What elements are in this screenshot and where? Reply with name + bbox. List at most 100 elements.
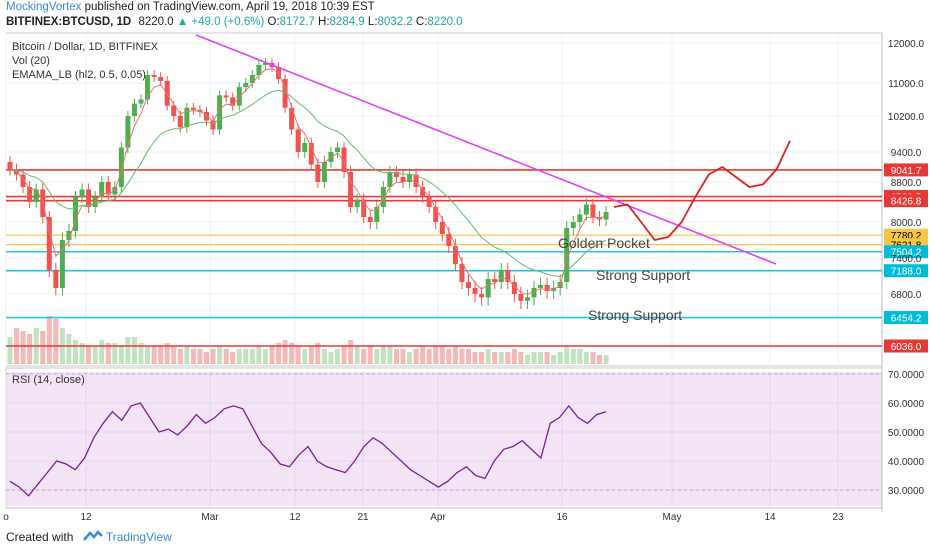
- volume-bar: [426, 349, 432, 364]
- ohlc-close: 8220.0: [427, 16, 463, 28]
- rsi-tick-label: 40.0000: [888, 457, 925, 468]
- volume-bar: [40, 331, 46, 364]
- price-level-label: 7188.0: [891, 267, 922, 278]
- candle-body: [86, 189, 92, 207]
- volume-bar: [204, 352, 209, 364]
- volume-bar: [413, 349, 419, 364]
- ema-slow-line: [9, 89, 607, 278]
- time-tick-label: Apr: [430, 512, 446, 523]
- volume-bar: [590, 352, 596, 364]
- volume-bar: [328, 352, 334, 364]
- volume-bar: [66, 334, 72, 364]
- candle-body: [577, 214, 583, 222]
- volume-bar: [236, 349, 242, 364]
- volume-bar: [131, 337, 137, 364]
- candle-body: [479, 294, 485, 298]
- candle-body: [354, 199, 360, 207]
- volume-bar: [7, 337, 13, 364]
- tradingview-logo-icon: [82, 530, 103, 541]
- annotation-strong-support-2: Strong Support: [588, 307, 682, 323]
- price-level-tag: [884, 264, 928, 278]
- volume-bar: [321, 349, 327, 364]
- candle-body: [583, 204, 589, 215]
- volume-bar: [531, 352, 537, 364]
- price-tick-label: 8800.0: [891, 178, 922, 189]
- volume-bar: [335, 349, 340, 364]
- price-level-tag: [884, 311, 928, 325]
- volume-bar: [479, 352, 485, 364]
- candle-body: [190, 107, 196, 110]
- candle-body: [590, 204, 596, 217]
- volume-bar: [597, 355, 602, 364]
- volume-bar: [603, 355, 609, 364]
- candle-body: [459, 264, 465, 282]
- volume-bar: [472, 352, 478, 364]
- volume-bar: [341, 346, 347, 364]
- rsi-tick-label: 30.0000: [888, 486, 925, 497]
- candle-body: [413, 174, 419, 187]
- volume-bar: [125, 337, 131, 364]
- candle-body: [407, 174, 413, 182]
- volume-bar: [492, 352, 498, 364]
- volume-bar: [393, 349, 399, 364]
- rsi-tick-label: 60.0000: [888, 399, 925, 410]
- volume-bar: [315, 343, 321, 364]
- volume-bar: [276, 343, 282, 364]
- ohlc-high-label: H:: [318, 16, 330, 28]
- tradingview-brand[interactable]: TradingView: [105, 530, 172, 544]
- volume-bar: [374, 349, 380, 364]
- volume-bar: [308, 346, 314, 364]
- candle-body: [243, 83, 249, 88]
- rsi-pane-background: [6, 372, 882, 506]
- volume-bar: [387, 346, 393, 364]
- volume-bar: [73, 340, 78, 364]
- forecast-path: [613, 140, 791, 241]
- candle-body: [492, 279, 498, 282]
- volume-bar: [138, 343, 144, 364]
- candle-body: [27, 187, 33, 202]
- publish-header: MockingVortex published on TradingView.c…: [6, 1, 375, 13]
- volume-bar: [439, 346, 445, 364]
- volume-bar: [20, 331, 26, 364]
- volume-bar: [223, 349, 229, 364]
- candle-body: [59, 240, 65, 288]
- volume-bar: [282, 340, 288, 364]
- volume-bar: [518, 352, 524, 364]
- candle-body: [367, 217, 373, 222]
- footer: Created with TradingView: [6, 529, 172, 544]
- price-level-label: 6036.0: [891, 342, 922, 353]
- time-tick-label: Mar: [201, 512, 219, 523]
- volume-bar: [557, 352, 563, 364]
- volume-bar: [564, 346, 570, 364]
- candle-body: [433, 207, 439, 222]
- candle-body: [249, 75, 255, 83]
- published-text: published on TradingView.com, April 19, …: [84, 1, 375, 13]
- price-tick-label: 12000.0: [888, 39, 925, 50]
- candle-body: [282, 79, 288, 108]
- candle-body: [393, 172, 399, 177]
- annotation-strong-support-1: Strong Support: [596, 267, 690, 283]
- volume-bar: [27, 334, 33, 364]
- time-tick-label: 12: [80, 512, 92, 523]
- volume-bar: [249, 349, 255, 364]
- candle-body: [570, 222, 576, 228]
- candle-body: [328, 152, 334, 162]
- time-tick-label: 21: [357, 512, 369, 523]
- candle-body: [374, 207, 380, 222]
- price-level-label: 8426.8: [891, 197, 922, 208]
- candle-body: [348, 172, 354, 207]
- candle-body: [217, 95, 223, 130]
- volume-bar: [145, 346, 151, 364]
- volume-bar: [452, 346, 458, 364]
- volume-bar: [177, 349, 183, 364]
- volume-bar: [302, 349, 308, 364]
- candle-body: [131, 103, 137, 116]
- volume-bar: [407, 352, 413, 364]
- candle-body: [524, 297, 530, 301]
- candle-body: [452, 246, 458, 264]
- legend-title: Bitcoin / Dollar, 1D, BITFINEX: [12, 41, 159, 53]
- candle-body: [46, 217, 52, 270]
- author-link[interactable]: MockingVortex: [6, 1, 82, 13]
